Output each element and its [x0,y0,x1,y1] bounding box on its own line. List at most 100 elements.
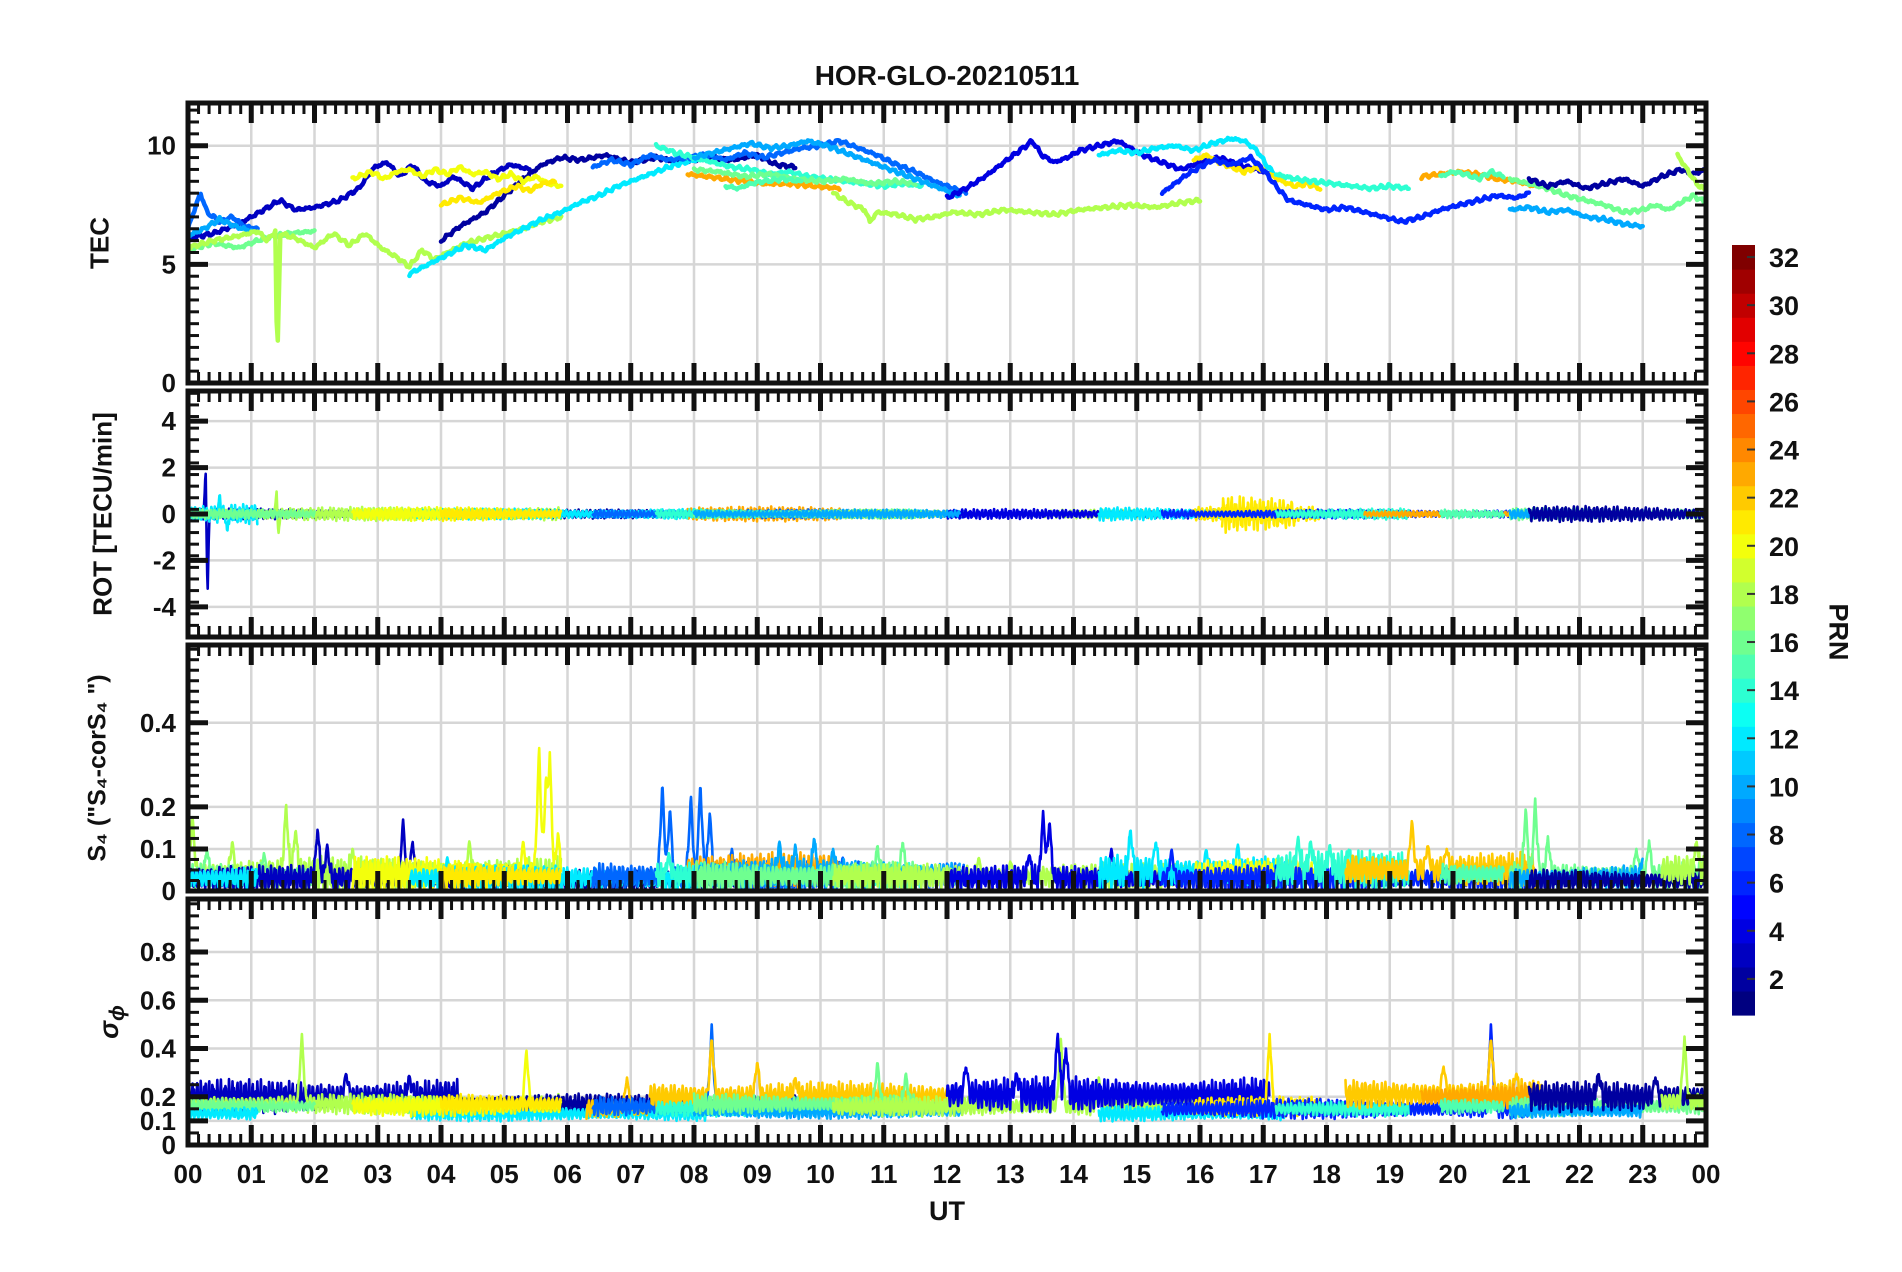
y-tick-label: 0 [162,876,176,906]
axes-ROT: -4 -2 0 2 4 [153,388,1709,640]
y-tick-label: 0.2 [140,792,176,822]
x-tick-label: 09 [743,1159,772,1189]
colorbar-tick-label: 12 [1769,724,1799,754]
colorbar-cell [1732,774,1755,800]
x-tick-label: 10 [806,1159,835,1189]
colorbar-cell [1732,678,1755,703]
colorbar-tick-label: 4 [1769,917,1784,947]
y-tick-label: 0 [162,368,176,398]
colorbar-cell [1732,437,1755,463]
colorbar-tick-label: 22 [1769,484,1799,514]
colorbar-cell [1732,365,1755,390]
x-tick-label: 11 [870,1159,898,1189]
x-tick-label: 12 [933,1159,962,1189]
x-tick-label: 21 [1502,1159,1531,1189]
colorbar-cell [1732,846,1755,872]
colorbar-tick-label: 2 [1769,965,1784,995]
y-tick-label: 0.1 [140,1106,176,1136]
y-axis-label-tec: TEC [84,217,115,269]
x-tick-label: 19 [1375,1159,1404,1189]
colorbar-tick-label: 32 [1769,243,1799,273]
colorbar-cell [1732,654,1755,679]
colorbar-cell [1732,630,1755,655]
colorbar-cell [1732,557,1755,583]
y-tick-label: 0.4 [140,1034,177,1064]
colorbar-tick-label: 14 [1769,676,1799,706]
colorbar-cell [1732,485,1755,511]
colorbar-cell [1732,509,1755,535]
y-tick-label: 0 [162,1130,176,1160]
y-tick-label: 0.1 [140,834,176,864]
x-tick-label: 00 [174,1159,203,1189]
y-tick-label: -4 [153,592,177,622]
colorbar-tick-label: 10 [1769,772,1799,802]
sigma-symbol: σ [93,1020,124,1039]
colorbar-cell [1732,605,1755,631]
x-tick-label: 01 [237,1159,266,1189]
colorbar-tick-label: 6 [1769,869,1784,899]
colorbar-tick-label: 20 [1769,532,1799,562]
colorbar-cell [1732,581,1755,607]
series-TEC [188,135,1706,343]
x-tick-label: 18 [1312,1159,1341,1189]
axes-TEC: 0 5 10 [147,100,1709,398]
x-tick-label: 08 [680,1159,709,1189]
y-tick-label: 10 [147,131,176,161]
colorbar-cell [1732,726,1755,751]
colorbar-tick-label: 28 [1769,339,1799,369]
x-tick-label: 22 [1565,1159,1594,1189]
colorbar-cell [1732,293,1755,318]
grid-S4 [188,645,1706,891]
x-tick-label: 07 [616,1159,645,1189]
colorbar-label: PRN [1823,603,1854,661]
colorbar-cell [1732,461,1755,487]
colorbar-cell [1732,269,1755,294]
y-tick-label: 4 [162,406,177,436]
colorbar-cell [1732,990,1755,1016]
colorbar-tick-label: 8 [1769,821,1784,851]
grid-TEC [188,103,1706,383]
y-axis-label-s4: S₄ ("S₄-corS₄ ") [83,674,112,862]
colorbar-cell [1732,942,1755,968]
colorbar-cell [1732,533,1755,559]
y-tick-label: 0.4 [140,708,177,738]
x-tick-label: 05 [490,1159,519,1189]
x-tick-label: 02 [300,1159,329,1189]
colorbar-cell [1732,702,1755,727]
y-tick-label: 0.6 [140,985,176,1015]
colorbar-cell [1732,750,1755,775]
y-tick-label: -2 [153,545,176,575]
colorbar-tick-label: 26 [1769,387,1799,417]
x-tick-label: 17 [1249,1159,1278,1189]
colorbar-tick-label: 24 [1769,436,1799,466]
phi-subscript: ϕ [106,1005,130,1021]
axes-sigma_phi: 00.10.2 0.4 0.6 0.8 [140,896,1709,1160]
y-tick-label: 0.2 [140,1082,176,1112]
colorbar-cell [1732,389,1755,415]
colorbar-cell [1732,798,1755,824]
series-ROT [188,472,1706,590]
colorbar-cell [1732,894,1755,920]
colorbar-cell [1732,341,1755,366]
y-axis-label-rot: ROT [TECU/min] [87,412,118,616]
x-tick-label: 03 [363,1159,392,1189]
x-axis-label: UT [929,1196,965,1226]
x-tick-label: 00 [1692,1159,1721,1189]
x-tick-label: 13 [996,1159,1025,1189]
colorbar-cell [1732,966,1755,992]
colorbar-cell [1732,918,1755,944]
colorbar-cell [1732,413,1755,439]
series-sigma_phi [188,1023,1706,1123]
colorbar-cell [1732,822,1755,848]
y-tick-label: 5 [162,249,176,279]
x-tick-label: 14 [1059,1159,1088,1189]
x-tick-label: 23 [1628,1159,1657,1189]
x-tick-label: 06 [553,1159,582,1189]
colorbar-cell [1732,870,1755,896]
chart-title: HOR-GLO-20210511 [814,60,1080,91]
x-tick-label: 20 [1439,1159,1468,1189]
y-tick-label: 0 [162,499,176,529]
